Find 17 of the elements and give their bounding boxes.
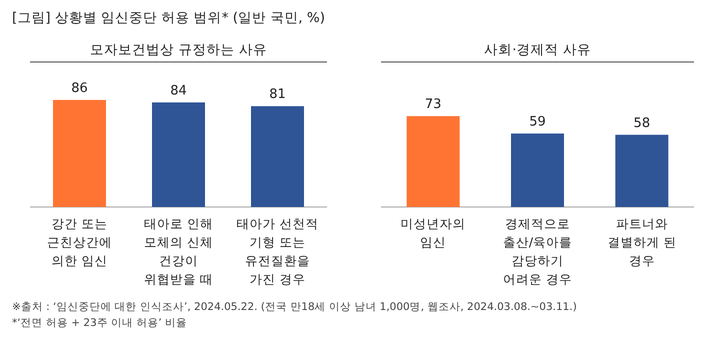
chart-title: 사회·경제적 사유: [484, 42, 591, 58]
x-tick-label: 미성년자의 임신: [400, 216, 466, 250]
data-label: 84: [170, 83, 187, 98]
data-label: 73: [424, 97, 442, 112]
data-label: 86: [71, 80, 88, 96]
x-tick-label: 강간 또는 근친상간에 의한 임신: [47, 216, 112, 268]
data-label: 59: [529, 114, 546, 130]
text: *‘전면 허용 + 23주 이내 허용’ 비율: [12, 317, 188, 329]
text: [그림] 상황별 임신중단 허용 범위* (일반 국민, %): [12, 10, 325, 26]
x-tick-label: 태아가 선천적 기형 또는 유전질환을 가진 경우: [236, 216, 318, 286]
x-tick-label: 태아로 인해 모체의 신체 건강이 위협받을 때: [144, 216, 213, 286]
x-tick-label: 경제적으로 출산/육아를 감당하기 어려운 경우: [502, 216, 572, 286]
text: ※출처 : ‘임신중단에 대한 인식조사’, 2024.05.22. (전국 만18세 이상 남녀 1,000명, 웹조사, 2024.03.08.~03.11.): [12, 301, 577, 313]
data-label: 81: [269, 87, 286, 102]
x-tick-label: 파트너와 결별하게 된 경우: [607, 216, 676, 268]
data-label: 58: [634, 116, 650, 131]
chart-title: 모자보건법상 규정하는 사유: [90, 42, 267, 58]
